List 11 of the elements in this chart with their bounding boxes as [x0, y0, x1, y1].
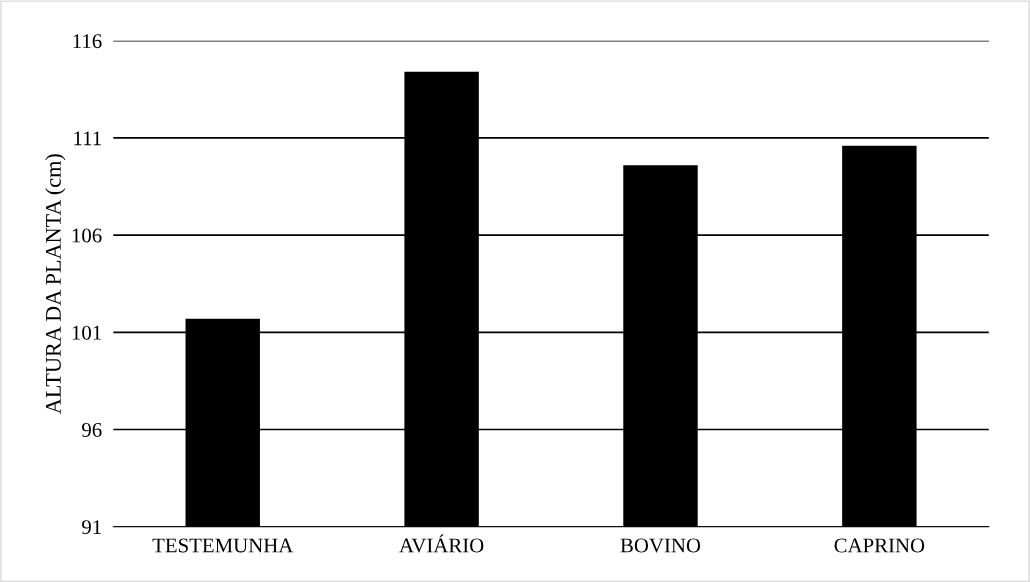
- y-tick-label: 101: [72, 325, 101, 340]
- y-tick-label: 96: [82, 422, 102, 437]
- y-tick-label: 116: [73, 34, 102, 49]
- y-tick-label: 106: [72, 228, 102, 243]
- x-tick-label: BOVINO: [620, 538, 701, 553]
- y-tick-label: 91: [82, 520, 101, 535]
- y-axis-title: ALTURA DA PLANTA (cm): [45, 154, 66, 415]
- x-tick-label: CAPRINO: [834, 538, 925, 553]
- x-tick-label: AVIÁRIO: [399, 534, 484, 553]
- x-tick-label: TESTEMUNHA: [152, 538, 294, 553]
- y-tick-label: 111: [74, 131, 101, 146]
